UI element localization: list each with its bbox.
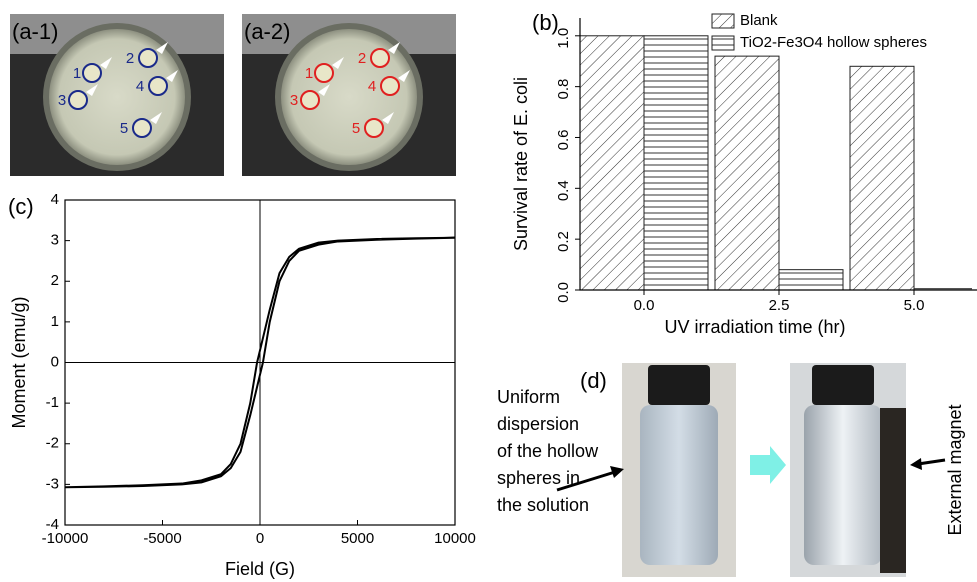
y-tick-label: 0.8 xyxy=(555,79,572,100)
x-tick-label: 5.0 xyxy=(904,297,925,314)
legend-swatch xyxy=(711,13,735,29)
y-tick-label: -1 xyxy=(46,394,59,411)
spot-arrow xyxy=(388,42,400,54)
spot-arrow xyxy=(166,70,178,82)
x-axis-label: Field (G) xyxy=(225,559,295,579)
spot xyxy=(138,48,158,68)
spot-number: 1 xyxy=(305,65,313,82)
spot-number: 3 xyxy=(290,92,298,109)
caption-line: spheres in xyxy=(497,468,580,488)
y-tick-label: 0.4 xyxy=(555,180,572,201)
photo-d2 xyxy=(790,363,906,577)
spot xyxy=(132,118,152,138)
bar xyxy=(849,65,915,291)
spot xyxy=(364,118,384,138)
panel-label: (a-1) xyxy=(12,19,58,44)
caption: Uniform dispersion of the hollow spheres in… xyxy=(497,387,599,515)
y-tick-label: -3 xyxy=(46,475,59,492)
spot-arrow xyxy=(332,57,344,69)
y-tick-label: -4 xyxy=(46,516,59,533)
bar xyxy=(778,269,844,291)
legend-swatch xyxy=(711,35,735,51)
pointer xyxy=(556,470,616,492)
y-tick-label: 0.0 xyxy=(555,282,572,303)
panel-label: (a-2) xyxy=(244,19,290,44)
legend-label: Blank xyxy=(740,12,778,29)
x-axis-label: UV irradiation time (hr) xyxy=(664,317,845,337)
bar xyxy=(714,55,780,291)
spot xyxy=(380,76,400,96)
y-tick-label: 0.6 xyxy=(555,129,572,150)
spot-number: 1 xyxy=(73,65,81,82)
spot xyxy=(370,48,390,68)
hysteresis-loop xyxy=(64,236,456,489)
plot xyxy=(580,35,972,291)
x-tick-label: 0.0 xyxy=(634,297,655,314)
spot-number: 5 xyxy=(120,120,128,137)
y-tick-label: 1.0 xyxy=(555,28,572,49)
y-axis-label: Moment (emu/g) xyxy=(9,296,29,428)
pointer xyxy=(917,458,946,466)
spot xyxy=(314,63,334,83)
spot xyxy=(148,76,168,96)
spot-arrow xyxy=(150,112,162,124)
panel-label: (b) xyxy=(532,10,559,35)
caption-line: Uniform xyxy=(497,387,560,407)
x-tick-label: 0 xyxy=(256,530,264,547)
y-tick-label: 0 xyxy=(51,353,59,370)
x-tick-label: 2.5 xyxy=(769,297,790,314)
spot-number: 4 xyxy=(368,78,376,95)
y-tick-label: 2 xyxy=(51,272,59,289)
spot-arrow xyxy=(86,84,98,96)
x-tick-label: 10000 xyxy=(434,530,476,547)
legend-label: TiO2-Fe3O4 hollow spheres xyxy=(740,34,927,51)
panel-label: (c) xyxy=(8,194,34,219)
spot-arrow xyxy=(398,70,410,82)
pointer-head xyxy=(910,458,922,470)
spot-number: 2 xyxy=(358,50,366,67)
dish-markers: 1 2 3 4 5 1 2 3 4 5 xyxy=(58,42,410,138)
spot xyxy=(68,90,88,110)
y-tick-label: 0.2 xyxy=(555,231,572,252)
spot xyxy=(82,63,102,83)
axes xyxy=(579,18,977,291)
spot xyxy=(300,90,320,110)
magnet-label: External magnet xyxy=(945,404,965,535)
x-tick-label: -10000 xyxy=(42,530,89,547)
caption-line: the solution xyxy=(497,495,589,515)
bar xyxy=(580,35,645,291)
caption-line: of the hollow xyxy=(497,441,599,461)
spot-arrow xyxy=(100,57,112,69)
panel-label: (d) xyxy=(580,368,607,393)
spot-arrow xyxy=(156,42,168,54)
y-tick-label: 4 xyxy=(51,191,59,208)
photo-d1 xyxy=(622,363,736,577)
arrow xyxy=(750,446,786,484)
y-tick-label: 3 xyxy=(51,232,59,249)
bar xyxy=(643,35,709,291)
spot-number: 2 xyxy=(126,50,134,67)
spot-arrow xyxy=(382,112,394,124)
y-tick-label: -2 xyxy=(46,435,59,452)
caption-line: dispersion xyxy=(497,414,579,434)
photo-a2 xyxy=(242,14,456,176)
x-tick-label: 5000 xyxy=(341,530,374,547)
spot-number: 3 xyxy=(58,92,66,109)
pointer-head xyxy=(610,466,624,478)
y-axis-label: Survival rate of E. coli xyxy=(511,77,531,251)
spot-number: 4 xyxy=(136,78,144,95)
spot-number: 5 xyxy=(352,120,360,137)
x-tick-label: -5000 xyxy=(143,530,181,547)
spot-arrow xyxy=(318,84,330,96)
y-tick-label: 1 xyxy=(51,313,59,330)
